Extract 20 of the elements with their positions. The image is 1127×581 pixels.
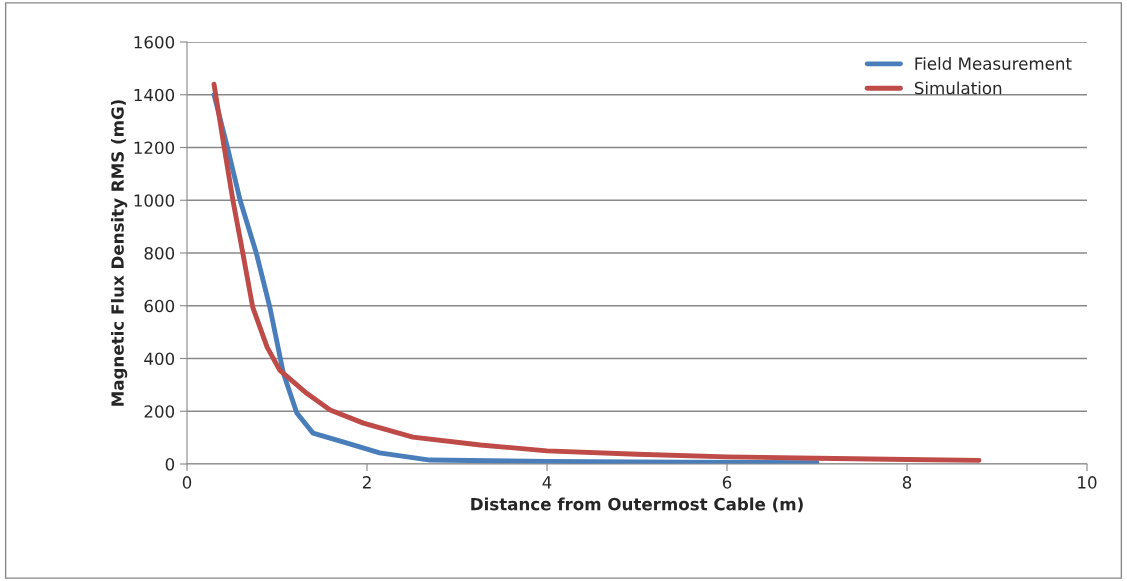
y-tick-label: 1600 xyxy=(134,35,175,49)
legend-label: Simulation xyxy=(914,81,1002,95)
x-axis-title: Distance from Outermost Cable (m) xyxy=(471,497,803,513)
x-tick-label: 10 xyxy=(1078,476,1097,489)
x-tick-label: 8 xyxy=(902,476,912,489)
y-tick-label: 400 xyxy=(144,352,175,366)
y-tick-label: 1400 xyxy=(134,88,175,102)
x-tick-label: 4 xyxy=(542,476,552,489)
y-tick-label: 1000 xyxy=(134,194,175,207)
x-tick-label: 0 xyxy=(182,476,192,489)
y-tick-label: 600 xyxy=(144,299,175,313)
y-tick-label: 800 xyxy=(144,246,175,260)
x-tick-label: 6 xyxy=(722,476,732,489)
y-tick-label: 0 xyxy=(165,457,175,471)
legend-label: Field Measurement xyxy=(915,57,1072,70)
y-axis-title: Magnetic Flux Density RMS (mG) xyxy=(110,100,128,406)
y-tick-label: 200 xyxy=(144,405,175,418)
line-series xyxy=(211,92,820,464)
y-tick-label: 1200 xyxy=(134,141,175,155)
x-tick-label: 2 xyxy=(362,476,371,489)
